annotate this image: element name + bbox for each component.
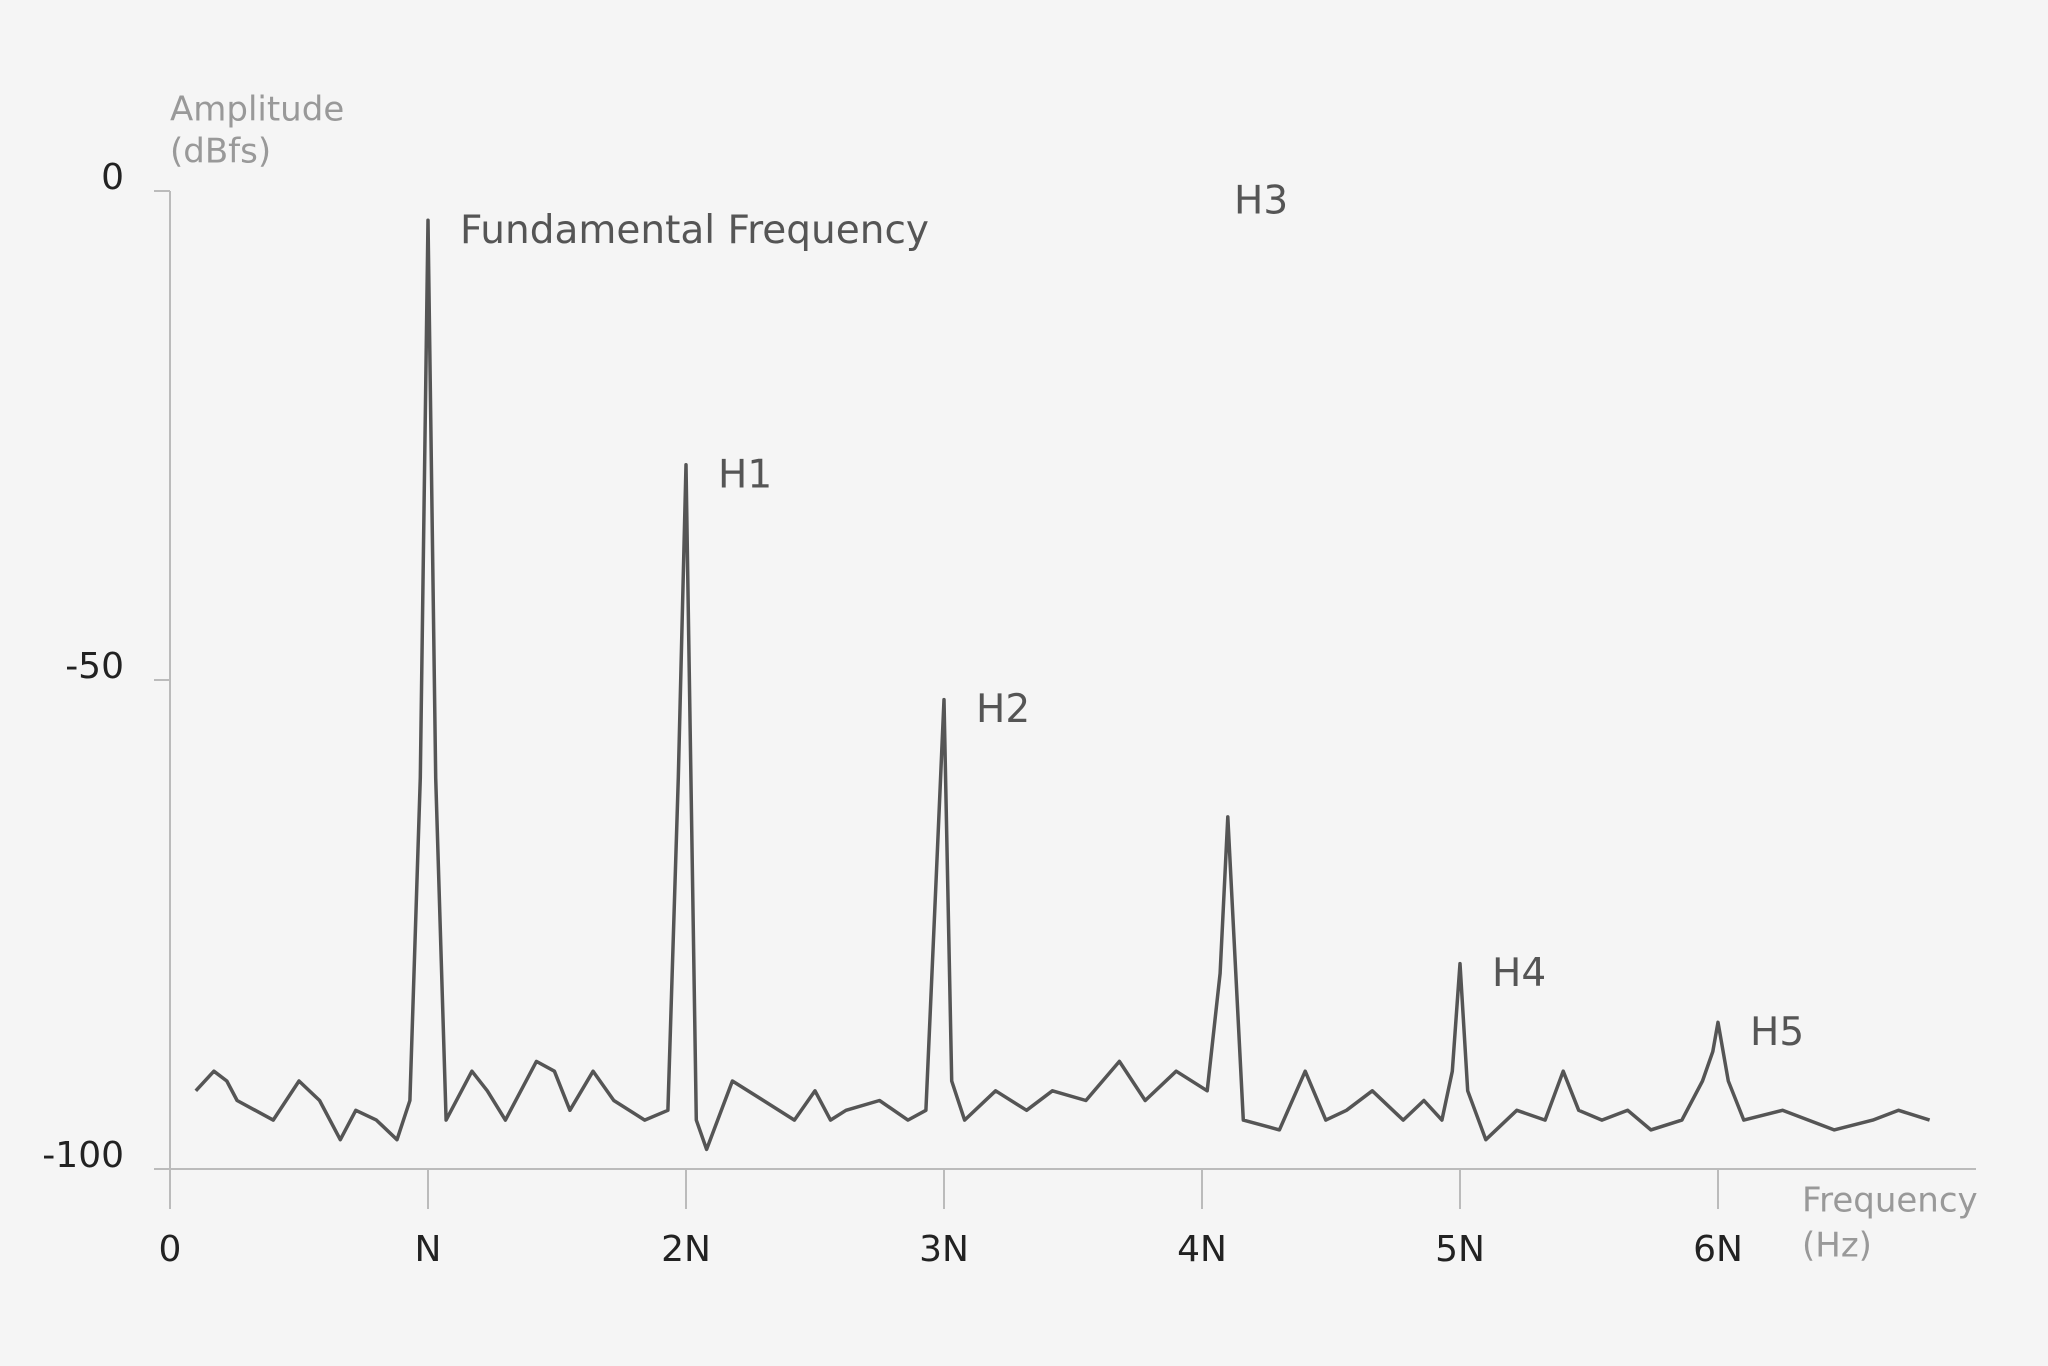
x-tick-label: 3N xyxy=(919,1229,969,1270)
x-tick-label: 2N xyxy=(661,1229,711,1270)
peak-label: H5 xyxy=(1750,1010,1804,1055)
y-tick-label: 0 xyxy=(101,157,124,198)
x-axis-label: Frequency xyxy=(1802,1181,1978,1221)
x-tick-label: 5N xyxy=(1435,1229,1485,1270)
peak-label: H3 xyxy=(1234,179,1288,224)
peak-label: H1 xyxy=(718,452,772,497)
peak-label: H2 xyxy=(976,687,1030,732)
spectrum-line xyxy=(194,218,1931,1152)
x-tick-label: 0 xyxy=(159,1229,182,1270)
peak-label: H4 xyxy=(1492,951,1546,996)
x-axis-label: (Hz) xyxy=(1802,1226,1872,1266)
y-axis-label: Amplitude xyxy=(170,90,344,130)
y-tick-label: -50 xyxy=(65,646,124,687)
x-tick-label: N xyxy=(415,1229,442,1270)
y-axis-label: (dBfs) xyxy=(170,132,271,172)
x-tick-label: 6N xyxy=(1693,1229,1743,1270)
peak-label: Fundamental Frequency xyxy=(460,208,929,253)
x-tick-label: 4N xyxy=(1177,1229,1227,1270)
y-tick-label: -100 xyxy=(42,1135,124,1176)
